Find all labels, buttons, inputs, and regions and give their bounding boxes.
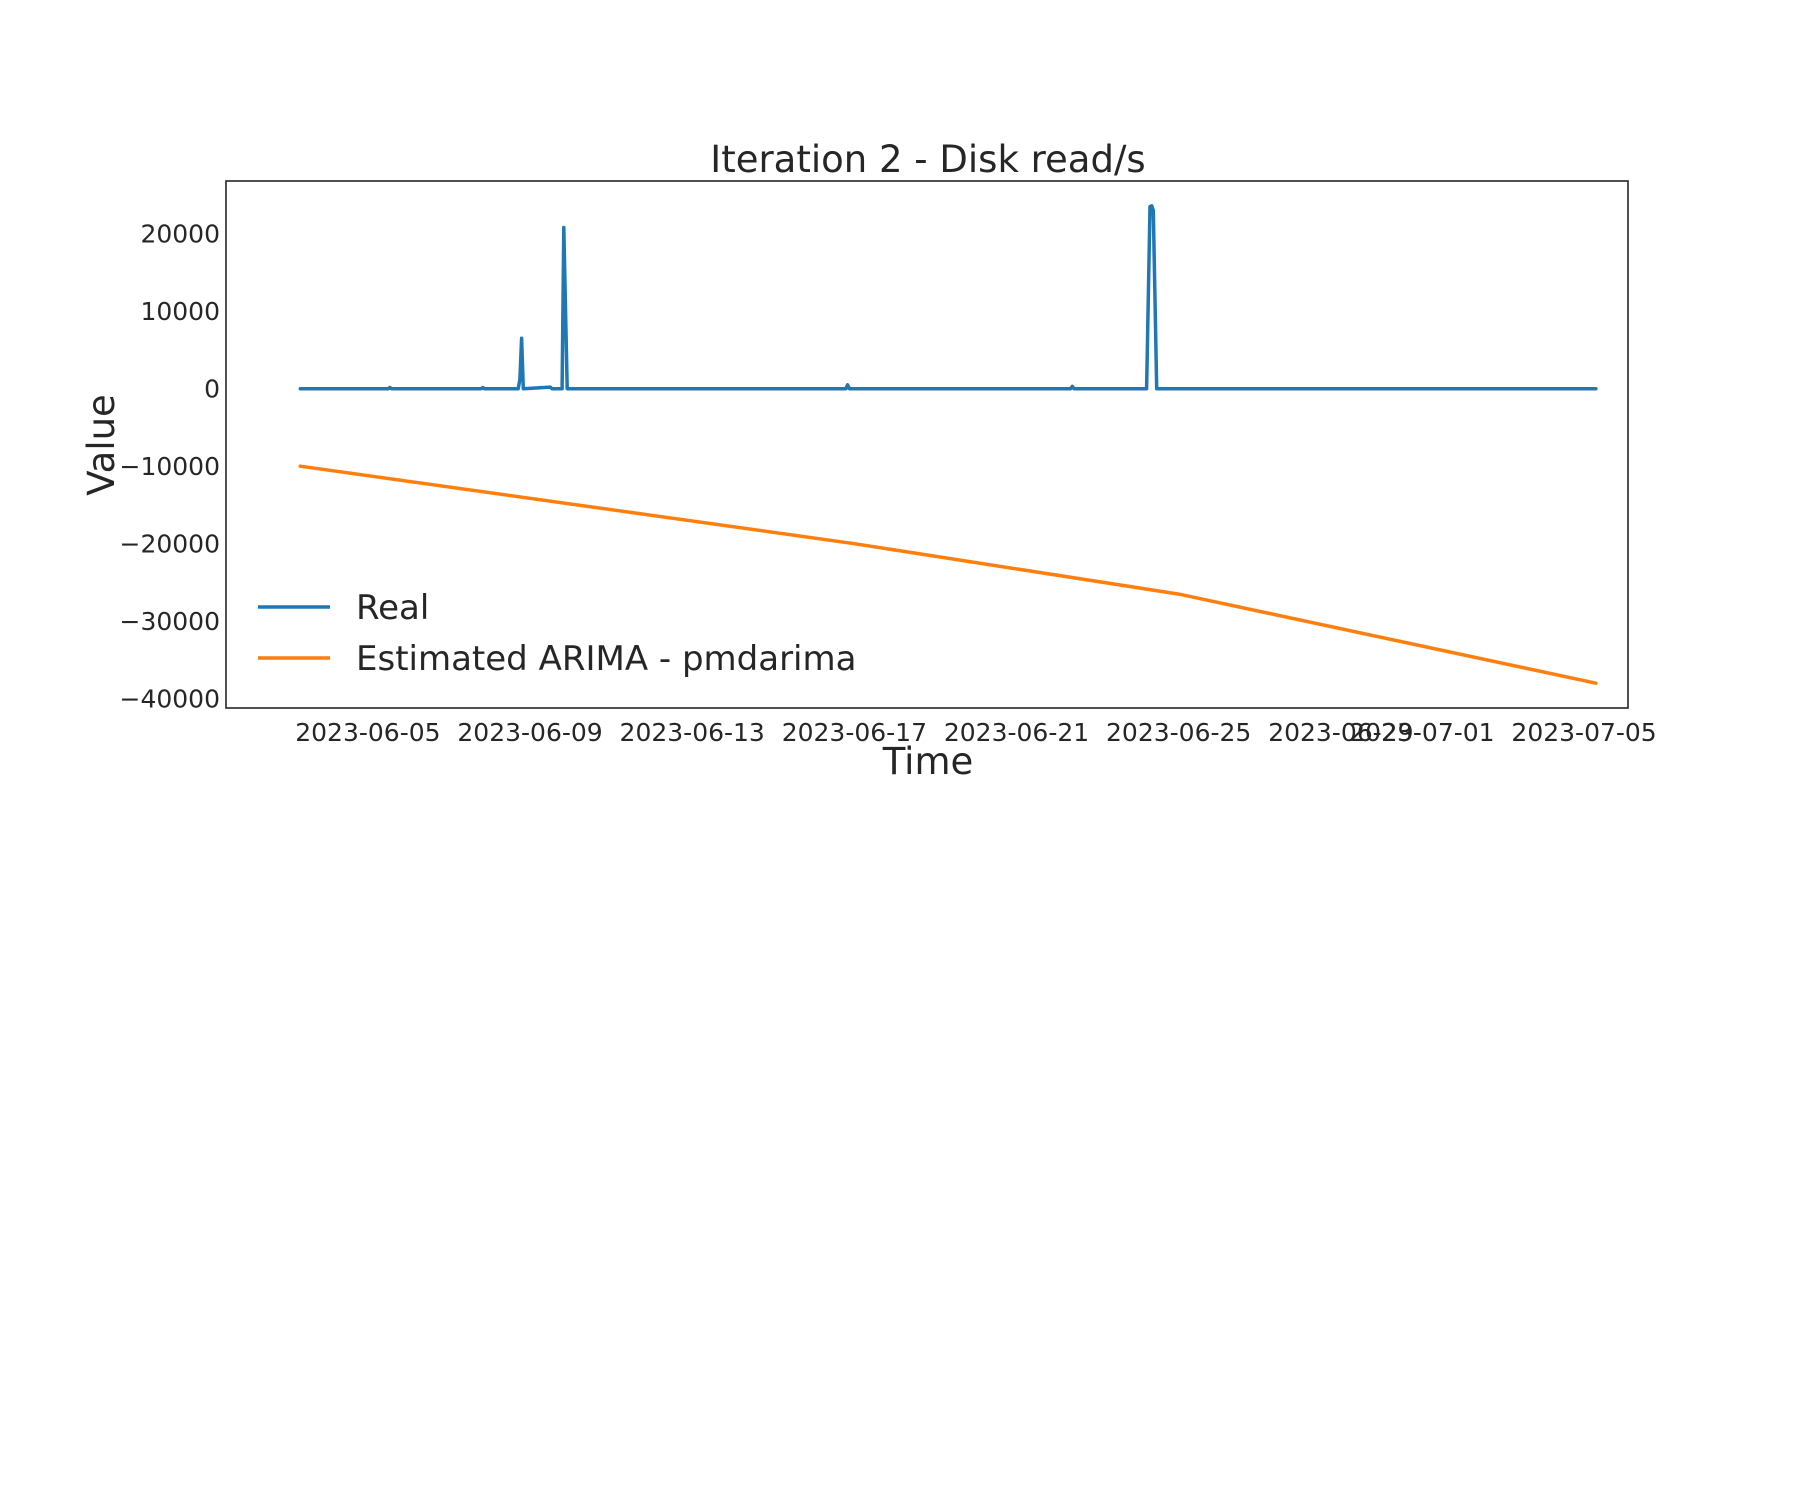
y-tick-label: −10000: [120, 452, 220, 481]
x-axis-ticks: 2023-06-05 2023-06-09 2023-06-13 2023-06-17…: [295, 718, 1656, 747]
x-tick-label: 2023-06-25: [1106, 718, 1251, 747]
y-tick-label: 20000: [140, 220, 220, 249]
x-tick-label: 2023-06-21: [944, 718, 1089, 747]
y-tick-label: 10000: [140, 297, 220, 326]
series-line-1: [298, 464, 1598, 685]
x-axis-title: Time: [882, 740, 974, 783]
x-tick-label: 2023-06-17: [782, 718, 927, 747]
legend-label-1: Estimated ARIMA - pmdarima: [356, 639, 856, 679]
x-tick-label: 2023-07-05: [1511, 718, 1656, 747]
x-tick-label: 2023-06-29: [1268, 718, 1413, 747]
series-layer: [298, 204, 1598, 685]
x-tick-label: 2023-06-09: [457, 718, 602, 747]
y-axis-ticks: 20000 10000 0 −10000 −20000 −30000 −40000: [120, 220, 220, 714]
series-line-0: [298, 204, 1598, 391]
x-tick-label: 2023-06-13: [620, 718, 765, 747]
y-tick-label: −40000: [120, 685, 220, 714]
chart-title: Iteration 2 - Disk read/s: [710, 138, 1145, 181]
y-axis-title: Value: [80, 394, 123, 496]
y-tick-label: −20000: [120, 530, 220, 559]
y-tick-label: −30000: [120, 607, 220, 636]
legend-label-0: Real: [356, 588, 429, 628]
x-tick-label: 2023-06-05: [295, 718, 440, 747]
plot-area-frame: [225, 180, 1629, 709]
x-tick-label: 2023-07-01: [1349, 718, 1494, 747]
legend: Real Estimated ARIMA - pmdarima: [258, 588, 856, 679]
y-tick-label: 0: [204, 375, 220, 404]
